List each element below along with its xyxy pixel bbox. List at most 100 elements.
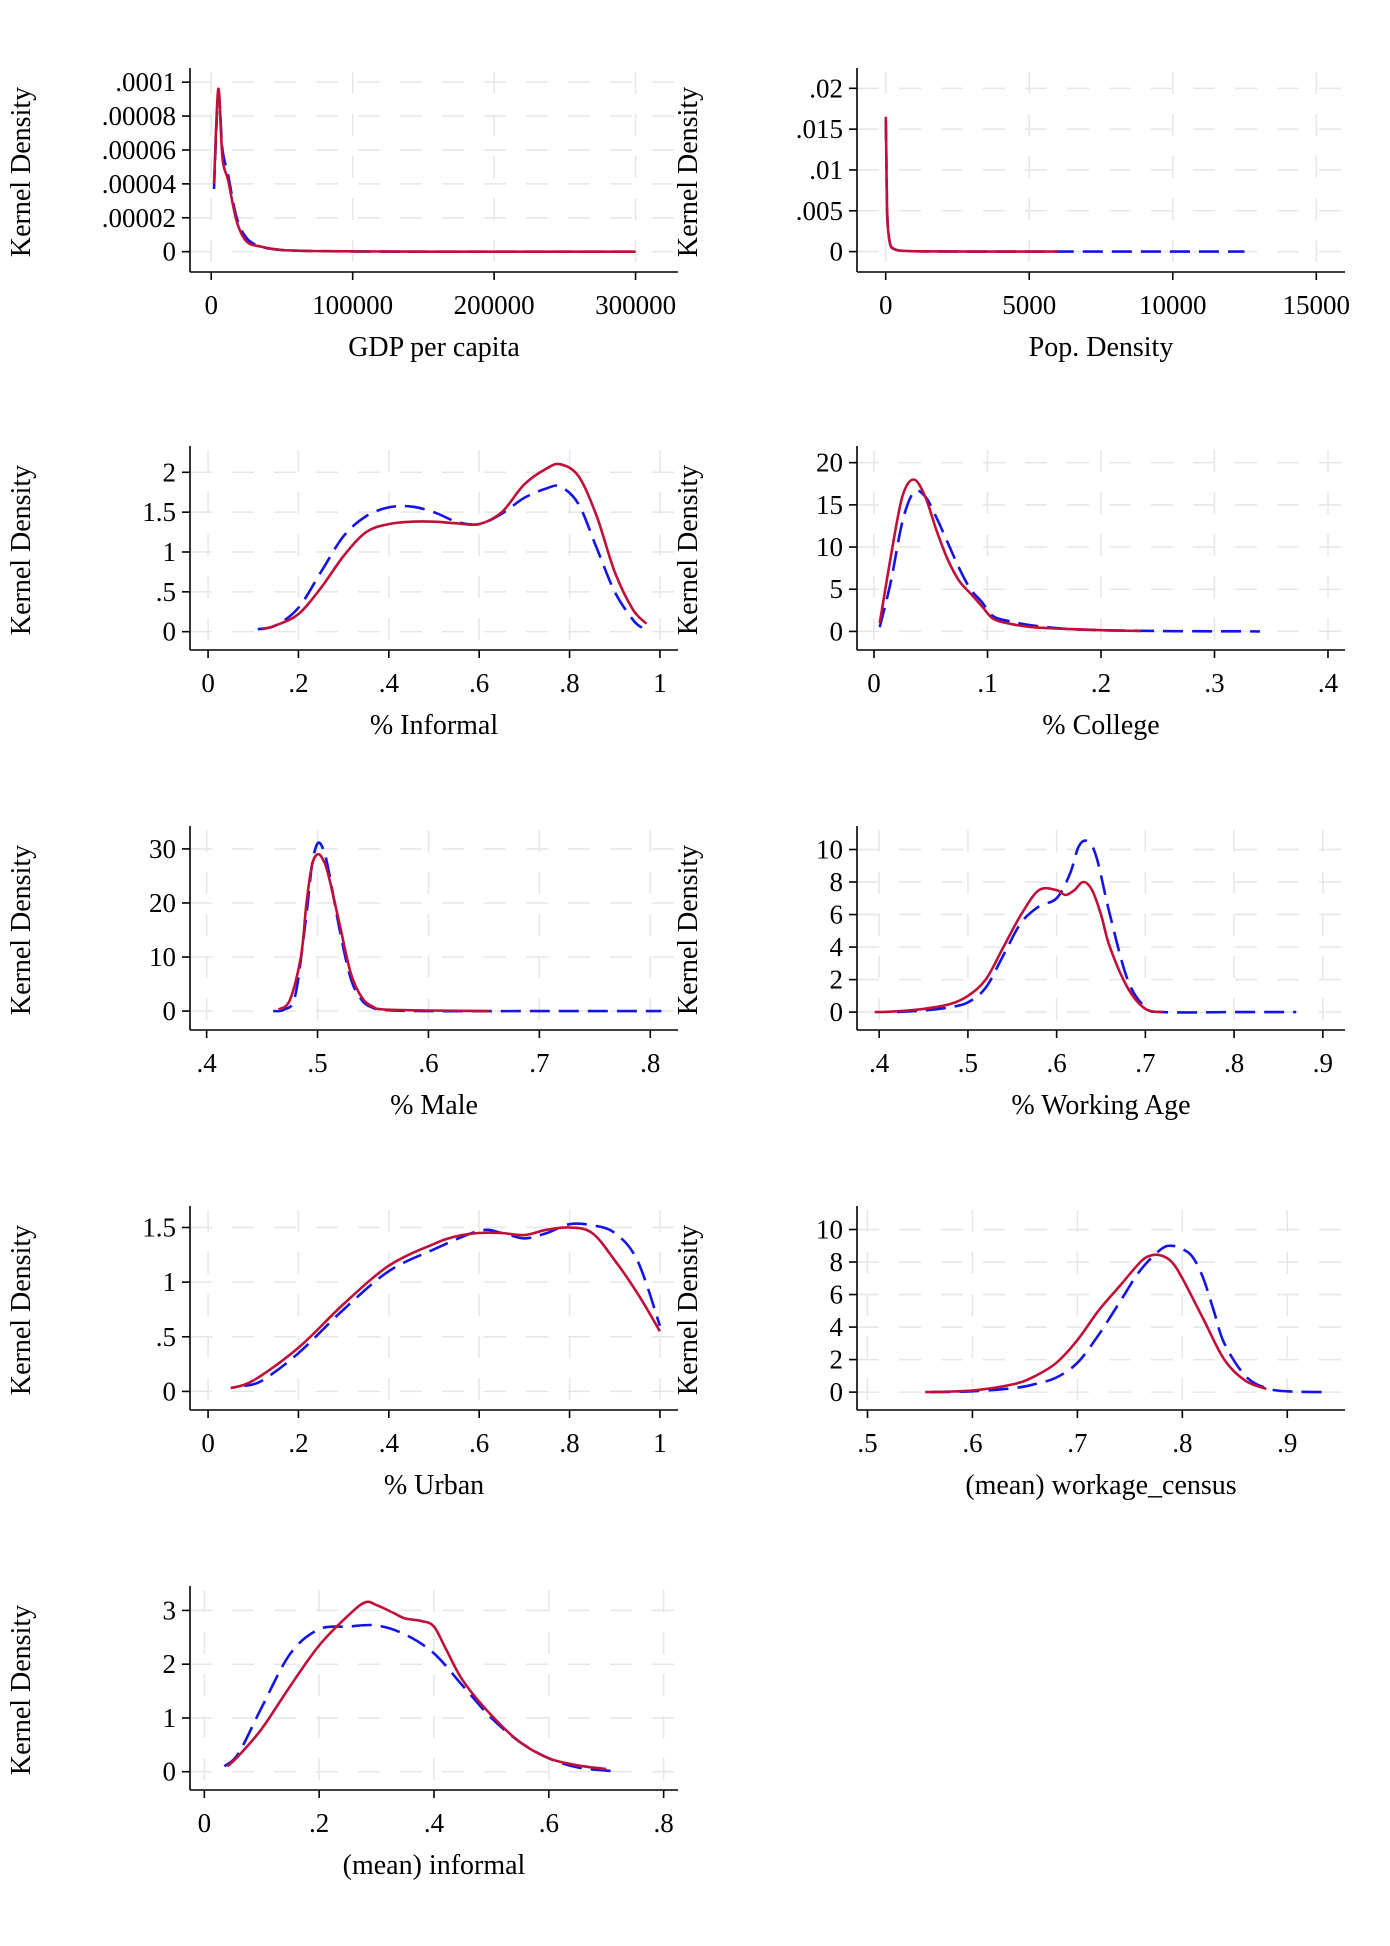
series-line-2 — [925, 1253, 1267, 1394]
y-tick-label: .00006 — [102, 135, 176, 165]
x-tick-label: 300000 — [595, 290, 676, 320]
x-tick-label: .7 — [529, 1048, 549, 1078]
y-tick-label: 2 — [163, 457, 177, 487]
x-tick-label: .5 — [958, 1048, 978, 1078]
x-tick-label: .6 — [418, 1048, 438, 1078]
chart-panel-4: 0 .1 .2 .3 .4 0 5 10 15 20 % College Kernel Density — [673, 446, 1345, 741]
x-tick-label: .8 — [1224, 1048, 1244, 1078]
x-tick-label: .4 — [379, 668, 400, 698]
chart-panel-5: .4 .5 .6 .7 .8 0 10 20 30 % Male Kernel Density — [6, 826, 678, 1121]
x-axis-title: GDP per capita — [348, 332, 520, 363]
y-tick-label: 10 — [149, 942, 176, 972]
series-line-1 — [243, 1222, 662, 1388]
y-axis-title: Kernel Density — [673, 465, 704, 635]
y-tick-label: 2 — [830, 965, 844, 995]
x-tick-label: .8 — [640, 1048, 660, 1078]
y-tick-label: 10 — [816, 835, 843, 865]
x-tick-label: 1 — [653, 668, 667, 698]
y-tick-label: .5 — [156, 577, 176, 607]
chart-panel-7: 0 .2 .4 .6 .8 1 0 .5 1 1.5 % Urban Kernel Density — [6, 1206, 678, 1501]
x-axis-title: (mean) informal — [343, 1850, 526, 1881]
x-tick-label: 15000 — [1283, 290, 1351, 320]
y-tick-label: .00002 — [102, 203, 176, 233]
y-axis-title: Kernel Density — [673, 1225, 704, 1395]
x-tick-label: 0 — [201, 668, 215, 698]
y-axis-title: Kernel Density — [6, 87, 37, 257]
series-line-2 — [277, 852, 490, 1013]
x-tick-label: .9 — [1277, 1428, 1297, 1458]
x-axis-title: % Male — [390, 1090, 478, 1121]
y-tick-label: 10 — [816, 532, 843, 562]
x-tick-label: .2 — [288, 1428, 308, 1458]
y-tick-label: 1 — [163, 537, 177, 567]
chart-panel-3: 0 .2 .4 .6 .8 1 0 .5 1 1.5 2 % Informal Kernel Densi… — [6, 446, 678, 741]
y-tick-label: 0 — [163, 1757, 177, 1787]
series-line-1 — [878, 489, 1260, 633]
x-tick-label: .8 — [559, 668, 579, 698]
x-tick-label: .7 — [1135, 1048, 1155, 1078]
y-axis-title: Kernel Density — [6, 1605, 37, 1775]
x-axis-title: Pop. Density — [1029, 332, 1174, 363]
y-tick-label: 4 — [830, 932, 844, 962]
series-line-2 — [230, 1226, 662, 1390]
y-tick-label: 0 — [163, 1376, 177, 1406]
x-tick-label: .9 — [1313, 1048, 1333, 1078]
x-tick-label: 0 — [198, 1808, 212, 1838]
y-tick-label: .5 — [156, 1322, 176, 1352]
x-tick-label: .8 — [654, 1808, 674, 1838]
series-line-1 — [896, 839, 1297, 1014]
x-axis-title: % Informal — [370, 710, 499, 741]
x-tick-label: 0 — [867, 668, 881, 698]
chart-panel-1: 0 100000 200000 300000 0 .00002 .00004 .00006 .0… — [6, 67, 678, 363]
chart-panel-2: 0 5000 10000 15000 0 .005 .01 .015 .02 Pop. Densi… — [673, 68, 1350, 363]
y-tick-label: 6 — [830, 900, 844, 930]
x-tick-label: 0 — [879, 290, 893, 320]
x-tick-label: .7 — [1067, 1428, 1087, 1458]
x-tick-label: .6 — [469, 668, 489, 698]
y-tick-label: 10 — [816, 1215, 843, 1245]
y-tick-label: 15 — [816, 490, 843, 520]
series-line-1 — [930, 1244, 1330, 1394]
x-tick-label: .4 — [869, 1048, 890, 1078]
x-tick-label: .4 — [379, 1428, 400, 1458]
y-tick-label: 1.5 — [142, 497, 176, 527]
x-tick-label: 5000 — [1002, 290, 1056, 320]
x-tick-label: .3 — [1204, 668, 1224, 698]
x-axis-title: (mean) workage_census — [965, 1470, 1236, 1501]
x-tick-label: .2 — [288, 668, 308, 698]
y-axis-title: Kernel Density — [6, 465, 37, 635]
x-tick-label: .2 — [1091, 668, 1111, 698]
y-tick-label: 4 — [830, 1312, 844, 1342]
y-tick-label: 0 — [830, 616, 844, 646]
x-tick-label: .5 — [857, 1428, 877, 1458]
y-tick-label: 8 — [830, 1247, 844, 1277]
y-tick-label: 8 — [830, 867, 844, 897]
series-line-2 — [212, 87, 636, 254]
x-tick-label: .5 — [307, 1048, 327, 1078]
y-axis-title: Kernel Density — [673, 845, 704, 1015]
y-tick-label: .015 — [796, 114, 843, 144]
series-line-1 — [257, 484, 643, 631]
series-line-1 — [212, 94, 636, 254]
x-tick-label: 0 — [201, 1428, 215, 1458]
x-tick-label: .4 — [424, 1808, 445, 1838]
x-tick-label: 1 — [653, 1428, 667, 1458]
series-line-2 — [261, 462, 648, 631]
y-tick-label: 0 — [830, 237, 844, 267]
series-line-2 — [884, 116, 1058, 253]
x-tick-label: 10000 — [1139, 290, 1207, 320]
y-tick-label: 30 — [149, 834, 176, 864]
x-tick-label: .8 — [559, 1428, 579, 1458]
x-axis-title: % Working Age — [1011, 1090, 1190, 1121]
y-tick-label: .02 — [809, 73, 843, 103]
x-axis-title: % Urban — [384, 1470, 484, 1501]
y-tick-label: 0 — [163, 237, 177, 267]
x-tick-label: .6 — [962, 1428, 982, 1458]
x-tick-label: .4 — [197, 1048, 218, 1078]
x-tick-label: .1 — [977, 668, 997, 698]
y-tick-label: 0 — [830, 997, 844, 1027]
y-tick-label: .01 — [809, 155, 843, 185]
